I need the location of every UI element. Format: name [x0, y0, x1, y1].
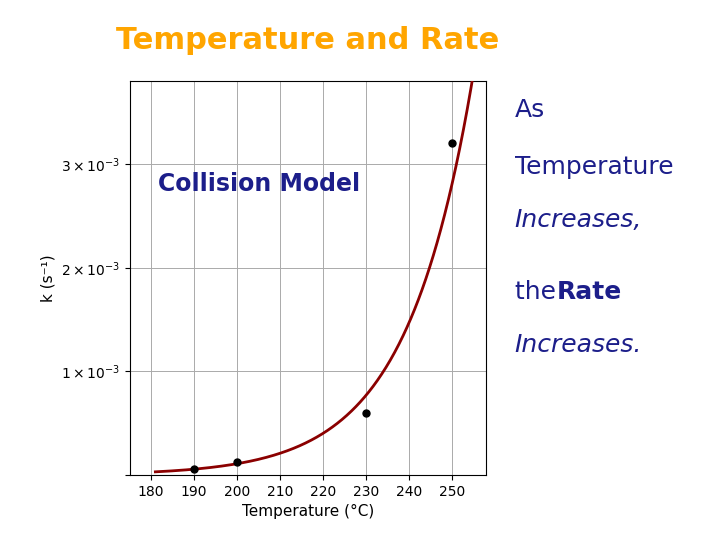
- Text: As: As: [515, 98, 545, 122]
- Text: Increases,: Increases,: [515, 208, 642, 232]
- Text: Temperature: Temperature: [515, 155, 673, 179]
- Text: Increases.: Increases.: [515, 333, 642, 356]
- Y-axis label: k (s⁻¹): k (s⁻¹): [40, 254, 55, 302]
- Point: [446, 139, 457, 147]
- Text: the: the: [515, 280, 564, 303]
- X-axis label: Temperature (°C): Temperature (°C): [242, 504, 374, 519]
- Text: Rate: Rate: [557, 280, 622, 303]
- Text: Temperature and Rate: Temperature and Rate: [116, 26, 500, 55]
- Point: [188, 465, 199, 474]
- Text: Collision Model: Collision Model: [158, 172, 360, 197]
- Point: [231, 457, 243, 466]
- Point: [360, 409, 372, 417]
